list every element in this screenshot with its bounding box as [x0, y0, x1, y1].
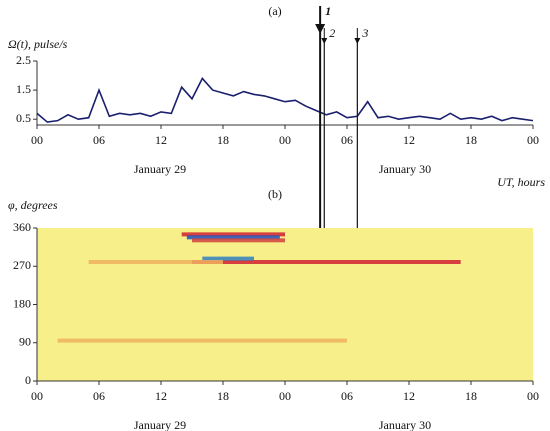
x-tick-label: 12 [403, 389, 415, 403]
y-axis-label: Ω(t), pulse/s [8, 37, 68, 51]
panel-label: (b) [268, 187, 282, 201]
event-label: 3 [361, 26, 368, 40]
x-tick-label: 18 [465, 133, 477, 147]
x-axis-label: UT, hours [497, 175, 545, 189]
y-tick-label: 270 [13, 258, 31, 272]
event-label: 1 [325, 4, 331, 18]
x-tick-label: 00 [527, 389, 539, 403]
x-tick-label: 00 [279, 133, 291, 147]
event-arrow [315, 24, 326, 34]
y-tick-label: 0 [25, 373, 31, 387]
x-tick-label: 18 [217, 389, 229, 403]
x-tick-label: 06 [93, 133, 105, 147]
x-tick-label: 00 [31, 389, 43, 403]
y-tick-label: 0.5 [16, 111, 31, 125]
x-tick-label: 06 [93, 389, 105, 403]
data-line [36, 77, 534, 123]
streak [192, 260, 461, 264]
event-arrow [321, 38, 328, 44]
y-axis-label: φ, degrees [8, 198, 58, 212]
x-tick-label: 06 [341, 389, 353, 403]
x-tick-label: 12 [155, 133, 167, 147]
y-tick-label: 360 [13, 220, 31, 234]
streak [192, 238, 285, 243]
y-tick-label: 2.5 [16, 53, 31, 67]
panel-label: (a) [268, 4, 281, 18]
y-tick-label: 180 [13, 296, 31, 310]
day-label: January 30 [379, 162, 431, 176]
x-tick-label: 18 [217, 133, 229, 147]
x-tick-label: 18 [465, 389, 477, 403]
streak [57, 338, 348, 343]
heatmap-background [37, 228, 533, 381]
day-label: January 30 [379, 418, 431, 431]
event-label: 2 [329, 26, 335, 40]
streak [186, 235, 280, 240]
x-tick-label: 00 [527, 133, 539, 147]
day-label: January 29 [134, 162, 186, 176]
y-tick-label: 1.5 [16, 82, 31, 96]
x-tick-label: 12 [403, 133, 415, 147]
x-tick-label: 00 [31, 133, 43, 147]
x-tick-label: 00 [279, 389, 291, 403]
x-tick-label: 06 [341, 133, 353, 147]
y-tick-label: 90 [19, 335, 31, 349]
streak [202, 256, 254, 261]
streak [88, 260, 224, 264]
x-tick-label: 12 [155, 389, 167, 403]
day-label: January 29 [134, 418, 186, 431]
event-arrow [354, 38, 361, 44]
streak [181, 232, 285, 237]
